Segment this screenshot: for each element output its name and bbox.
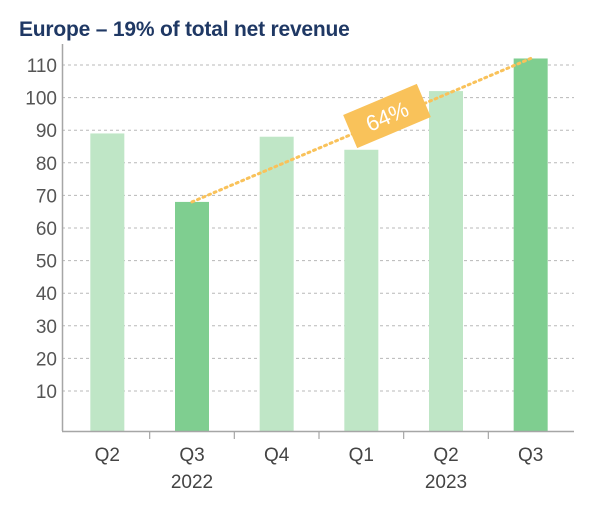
y-tick-label: 40 xyxy=(36,284,57,305)
growth-badge: 64% xyxy=(343,83,431,149)
bar xyxy=(344,149,379,431)
x-tick-label: Q3 xyxy=(518,445,543,466)
trend-line xyxy=(190,56,533,204)
bar xyxy=(513,58,548,431)
axes xyxy=(61,44,574,439)
y-tick-label: 90 xyxy=(36,121,57,142)
x-tick-label: Q3 xyxy=(179,445,204,466)
bar xyxy=(429,91,463,431)
bar xyxy=(90,133,125,431)
x-tick-label: Q4 xyxy=(264,445,290,466)
x-tick-label: Q2 xyxy=(433,445,458,466)
y-tick-label: 30 xyxy=(36,317,57,338)
x-tick-label: Q1 xyxy=(349,445,374,466)
y-tick-label: 80 xyxy=(36,154,57,175)
year-label: 2022 xyxy=(171,472,213,493)
y-tick-label: 50 xyxy=(36,252,57,273)
y-tick-label: 70 xyxy=(36,186,57,207)
y-tick-label: 110 xyxy=(27,56,57,77)
gridlines xyxy=(62,64,574,392)
y-tick-label: 20 xyxy=(36,349,57,370)
bars xyxy=(90,58,548,431)
y-tick-label: 10 xyxy=(36,382,57,403)
growth-badge-background xyxy=(343,83,431,149)
x-tick-label: Q2 xyxy=(95,445,120,466)
chart-title: Europe – 19% of total net revenue xyxy=(19,18,350,41)
y-tick-label: 60 xyxy=(36,219,57,240)
tick-labels: 10 20 30 40 50 60 70 80 90 100 110 Q2 Q3 2022 Q4 Q1 Q2 20… xyxy=(25,56,543,493)
y-tick-label: 100 xyxy=(25,89,57,110)
bar xyxy=(259,136,294,431)
bar xyxy=(175,201,209,431)
year-label: 2023 xyxy=(425,472,467,493)
